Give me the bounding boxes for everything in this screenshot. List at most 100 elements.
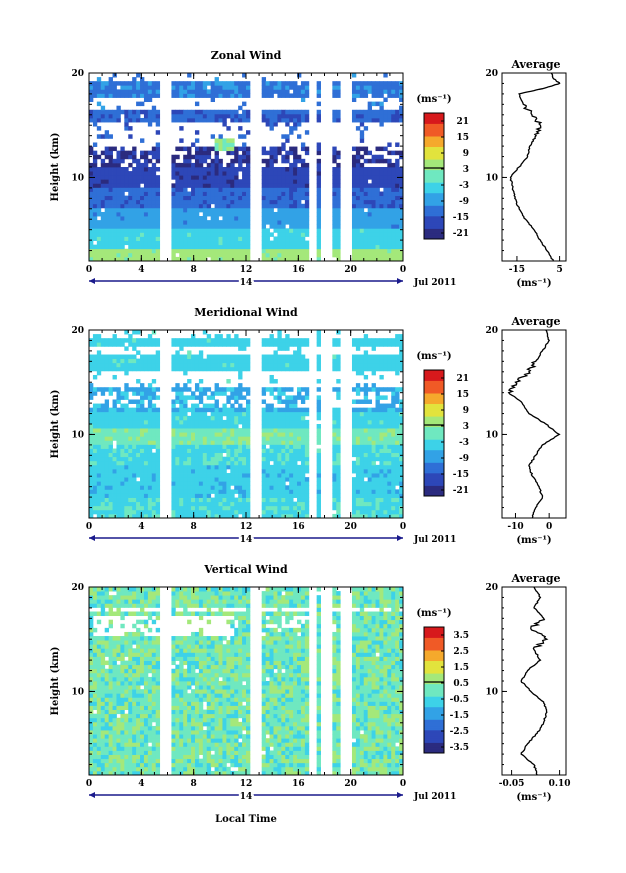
- heatmap-cell: [355, 171, 361, 176]
- heatmap-cell: [116, 236, 121, 241]
- heatmap-cell: [367, 232, 373, 237]
- heatmap-cell: [336, 162, 341, 168]
- heatmap-cell: [383, 424, 388, 429]
- heatmap-cell: [281, 252, 286, 258]
- heatmap-cell: [383, 183, 388, 188]
- heatmap-cell: [300, 456, 306, 462]
- heatmap-cell: [155, 497, 161, 503]
- heatmap-cell: [132, 216, 137, 221]
- heatmap-cell: [194, 342, 200, 347]
- heatmap-cell: [395, 150, 400, 156]
- heatmap-cell: [351, 501, 357, 507]
- heatmap-cell: [359, 154, 365, 160]
- heatmap-cell: [379, 191, 384, 197]
- heatmap-cell: [140, 93, 145, 98]
- heatmap-cell: [355, 493, 361, 498]
- heatmap-cell: [96, 81, 102, 86]
- heatmap-cell: [128, 134, 133, 139]
- heatmap-cell: [140, 452, 145, 458]
- heatmap-cell: [304, 407, 310, 413]
- heatmap-cell: [332, 338, 337, 343]
- heatmap-cell: [171, 366, 176, 372]
- heatmap-cell: [304, 493, 310, 498]
- heatmap-cell: [246, 89, 251, 94]
- heatmap-cell: [226, 513, 231, 519]
- heatmap-cell: [246, 399, 251, 404]
- heatmap-cell: [375, 440, 380, 445]
- heatmap-cell: [124, 187, 129, 192]
- heatmap-cell: [147, 358, 153, 364]
- heatmap-cell: [222, 138, 227, 143]
- heatmap-cell: [300, 220, 306, 225]
- heatmap-cell: [304, 191, 310, 197]
- heatmap-cell: [273, 236, 278, 241]
- heatmap-cell: [332, 187, 337, 192]
- heatmap-cell: [202, 391, 208, 396]
- heatmap-cell: [234, 358, 239, 364]
- heatmap-cell: [269, 85, 274, 90]
- heatmap-cell: [261, 509, 267, 515]
- heatmap-cell: [359, 171, 365, 176]
- heatmap-cell: [89, 150, 94, 156]
- heatmap-cell: [89, 436, 94, 441]
- heatmap-cell: [285, 448, 290, 454]
- heatmap-cell: [336, 391, 341, 396]
- heatmap-cell: [297, 477, 302, 482]
- heatmap-cell: [265, 460, 270, 466]
- heatmap-cell: [269, 187, 274, 192]
- heatmap-cell: [198, 150, 204, 156]
- heatmap-cell: [399, 207, 404, 213]
- heatmap-cell: [363, 93, 369, 98]
- heatmap-cell: [269, 468, 274, 474]
- heatmap-cell: [222, 191, 227, 197]
- heatmap-cell: [375, 338, 380, 343]
- heatmap-cell: [304, 362, 310, 368]
- heatmap-cell: [210, 97, 216, 103]
- heatmap-cell: [191, 432, 196, 437]
- heatmap-cell: [391, 220, 396, 225]
- heatmap-cell: [375, 513, 380, 519]
- heatmap-cell: [304, 485, 310, 490]
- heatmap-cell: [246, 256, 251, 262]
- heatmap-cell: [226, 138, 231, 143]
- heatmap-cell: [246, 187, 251, 192]
- heatmap-cell: [222, 171, 227, 176]
- heatmap-cell: [183, 370, 188, 376]
- heatmap-cell: [265, 109, 270, 115]
- heatmap-cell: [355, 195, 361, 201]
- heatmap-cell: [175, 497, 180, 503]
- heatmap-cell: [300, 407, 306, 413]
- heatmap-cell: [289, 228, 294, 233]
- heatmap-cell: [108, 240, 113, 246]
- heatmap-cell: [273, 117, 278, 123]
- heatmap-cell: [218, 248, 223, 254]
- heatmap-cell: [395, 362, 400, 368]
- colorbar-segment: [424, 125, 444, 129]
- heatmap-cell: [238, 134, 243, 139]
- heatmap-cell: [391, 232, 396, 237]
- heatmap-cell: [187, 93, 192, 98]
- heatmap-cell: [289, 513, 294, 519]
- heatmap-cell: [124, 460, 129, 466]
- heatmap-cell: [234, 489, 239, 494]
- heatmap-cell: [316, 473, 321, 478]
- heatmap-cell: [175, 162, 180, 168]
- heatmap-cell: [210, 211, 216, 217]
- heatmap-cell: [132, 391, 137, 396]
- heatmap-cells: [89, 330, 404, 519]
- heatmap-cell: [222, 354, 227, 360]
- heatmap-cell: [143, 387, 149, 392]
- heatmap-cell: [124, 489, 129, 494]
- heatmap-cell: [293, 354, 298, 360]
- heatmap-cell: [242, 109, 247, 115]
- heatmap-cell: [198, 395, 204, 400]
- heatmap-cell: [100, 85, 106, 90]
- heatmap-cell: [116, 456, 121, 462]
- heatmap-cell: [140, 399, 145, 404]
- heatmap-cell: [128, 477, 133, 482]
- heatmap-cell: [269, 150, 274, 156]
- heatmap-cell: [155, 228, 161, 233]
- heatmap-cell: [116, 366, 121, 372]
- heatmap-cell: [140, 240, 145, 246]
- heatmap-cell: [273, 448, 278, 454]
